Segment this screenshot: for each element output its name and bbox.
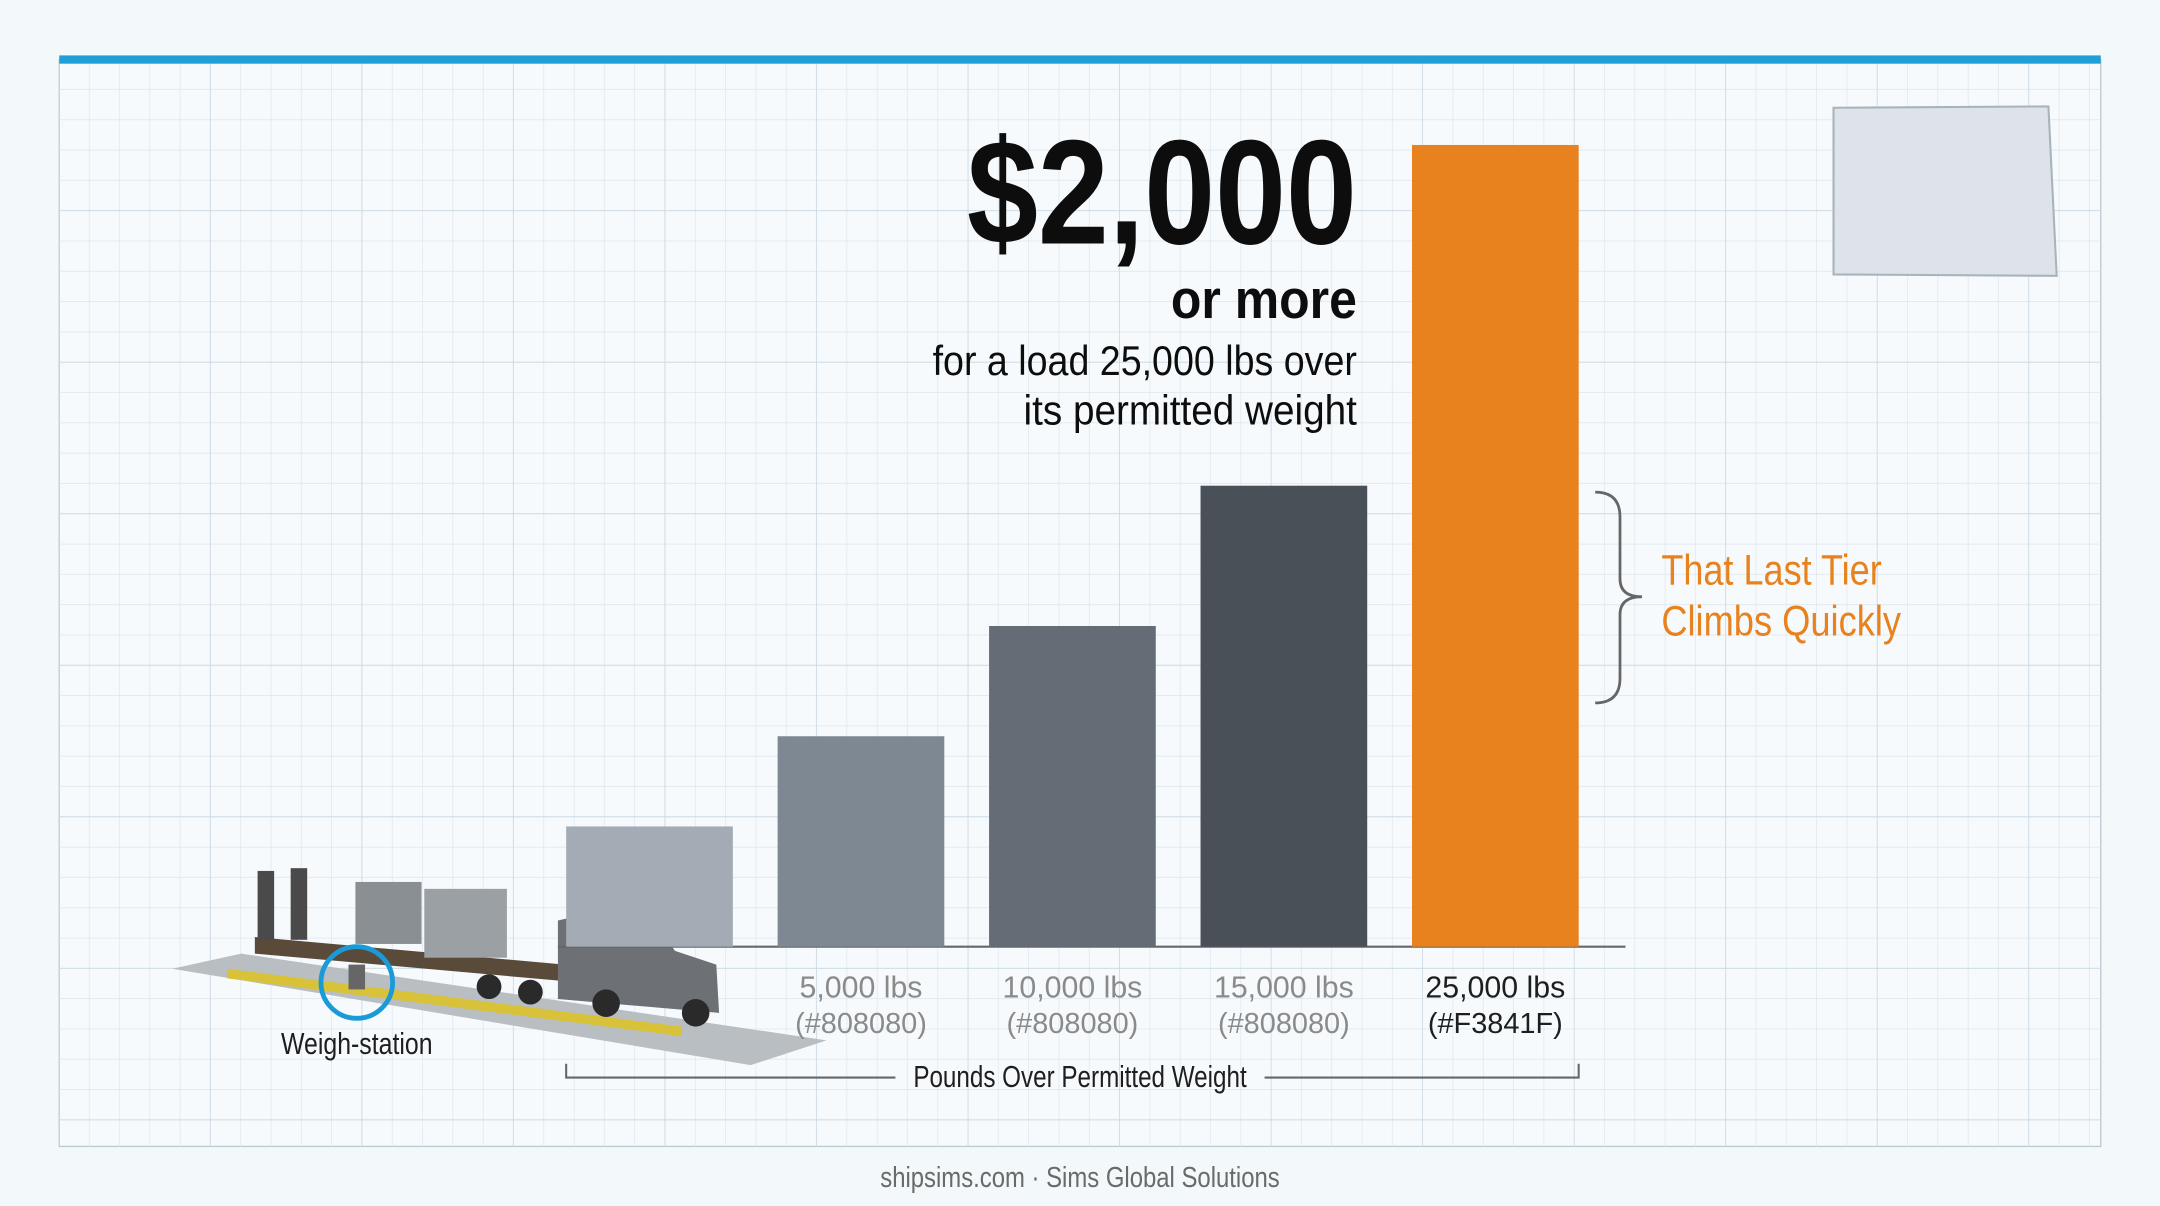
trailer-deck	[254, 937, 565, 982]
bar	[1411, 144, 1579, 947]
ramp	[290, 868, 308, 940]
x-tick-label: 25,000 lbs	[1425, 971, 1565, 1004]
wheel	[517, 979, 543, 1005]
x-tick-label: 15,000 lbs	[1214, 971, 1354, 1004]
sensor	[348, 964, 366, 990]
x-tick-label: 10,000 lbs	[1003, 971, 1143, 1004]
x-axis-label: Pounds Over Permitted Weight	[913, 1061, 1247, 1094]
callout: Climbs Quickly	[1661, 598, 1901, 646]
x-tick-label: 5,000 lbs	[799, 971, 922, 1004]
annotation: its permitted weight	[1024, 388, 1358, 434]
brace	[1595, 490, 1643, 705]
ramp	[257, 870, 275, 940]
value-label: $2,000	[967, 108, 1357, 275]
bar	[777, 736, 945, 947]
x-tick-note: (#808080)	[1007, 1008, 1139, 1040]
wheel	[476, 974, 502, 1000]
x-tick-note: (#F3841F)	[1428, 1008, 1563, 1040]
cargo	[424, 888, 507, 958]
x-bracket	[565, 1063, 1580, 1079]
bar	[566, 826, 733, 947]
wheel	[681, 999, 710, 1027]
annotation: for a load 25,000 lbs over	[933, 338, 1358, 384]
state-map	[1832, 105, 2058, 277]
x-tick-note: (#808080)	[1218, 1008, 1350, 1040]
annotation: or more	[1171, 268, 1357, 330]
inset-label: Weigh-station	[281, 1028, 433, 1061]
bar	[989, 626, 1156, 947]
cargo	[355, 881, 422, 944]
bar	[1200, 485, 1368, 947]
scale-stripe	[227, 968, 682, 1037]
top-rule	[59, 55, 2101, 64]
wheel	[592, 989, 620, 1017]
source: shipsims.com · Sims Global Solutions	[880, 1162, 1279, 1194]
x-tick-note: (#808080)	[795, 1008, 927, 1040]
highlight-ring	[318, 944, 396, 1021]
callout: That Last Tier	[1661, 547, 1881, 595]
